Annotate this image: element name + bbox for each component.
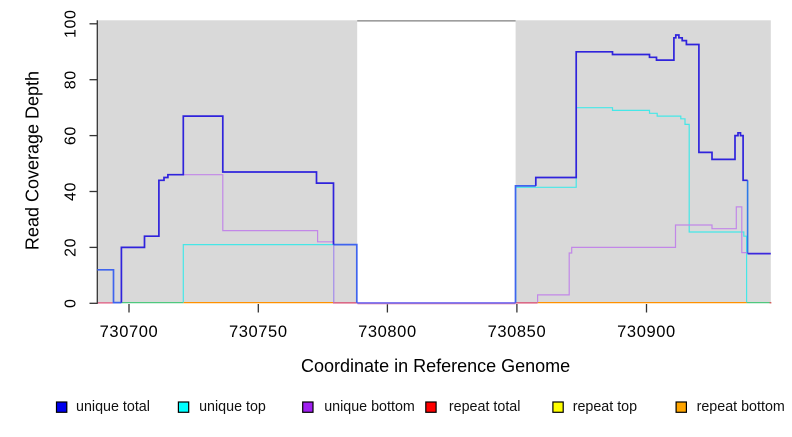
svg-text:repeat bottom: repeat bottom: [697, 399, 785, 415]
svg-text:730850: 730850: [488, 323, 547, 341]
svg-text:730800: 730800: [358, 323, 417, 341]
svg-text:100: 100: [62, 10, 79, 39]
svg-text:repeat total: repeat total: [449, 399, 521, 415]
svg-text:20: 20: [62, 238, 79, 257]
svg-text:60: 60: [62, 126, 79, 145]
svg-text:80: 80: [62, 70, 79, 89]
svg-text:unique bottom: unique bottom: [324, 399, 415, 415]
svg-text:40: 40: [62, 182, 79, 201]
svg-text:Read Coverage Depth: Read Coverage Depth: [23, 71, 43, 250]
svg-text:Coordinate in Reference Genome: Coordinate in Reference Genome: [301, 356, 570, 376]
svg-text:730900: 730900: [617, 323, 676, 341]
svg-text:unique total: unique total: [76, 399, 150, 415]
svg-text:unique top: unique top: [199, 399, 266, 415]
svg-text:0: 0: [62, 299, 79, 309]
svg-text:730700: 730700: [100, 323, 159, 341]
svg-text:repeat top: repeat top: [573, 399, 637, 415]
svg-text:730750: 730750: [229, 323, 288, 341]
